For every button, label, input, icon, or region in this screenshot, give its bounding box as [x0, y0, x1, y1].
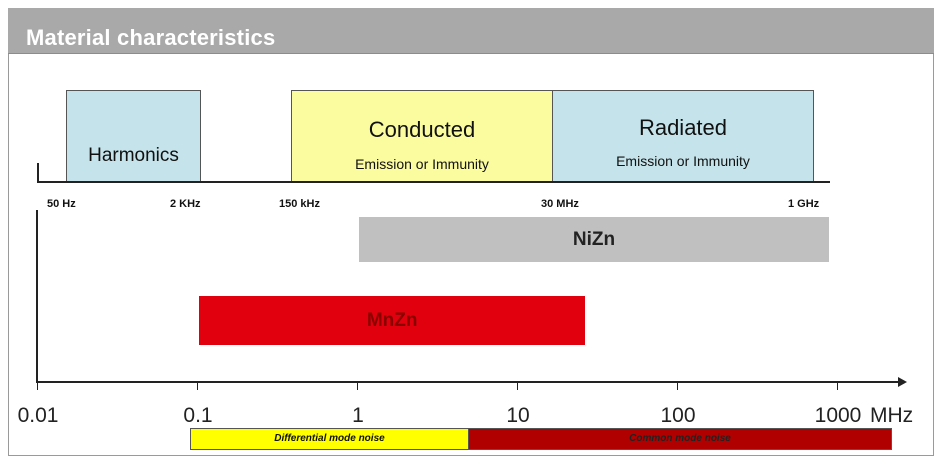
top-tick-label: 30 MHz [541, 198, 579, 210]
differential-noise-label: Differential mode noise [274, 433, 385, 444]
axis-tick-label: 0.1 [183, 404, 213, 427]
nizn-bar: NiZn [359, 217, 829, 262]
axis-tick [677, 381, 678, 390]
top-tick-label: 1 GHz [788, 198, 820, 210]
mnzn-label: MnZn [366, 310, 418, 331]
radiated-band: Radiated Emission or Immunity [552, 90, 814, 182]
top-frequency-axis [38, 181, 830, 183]
top-tick-label: 2 KHz [170, 198, 201, 210]
axis-tick-label: 1000 [814, 404, 862, 427]
top-tick-label: 150 kHz [279, 198, 320, 210]
top-axis-start-tick [37, 163, 39, 183]
axis-tick-label: 10 [506, 404, 530, 427]
axis-tick [517, 381, 518, 390]
common-noise-band: Common mode noise [468, 428, 892, 450]
axis-unit: MHz [870, 404, 914, 427]
harmonics-band: Harmonics [66, 90, 201, 182]
axis-tick [837, 381, 838, 390]
top-tick-label: 50 Hz [47, 198, 76, 210]
conducted-sublabel: Emission or Immunity [355, 156, 489, 172]
radiated-label: Radiated [638, 115, 728, 140]
mnzn-bar: MnZn [199, 296, 586, 345]
harmonics-label: Harmonics [88, 145, 179, 166]
left-axis-line [36, 210, 38, 382]
conducted-label: Conducted [368, 117, 476, 142]
nizn-label: NiZn [572, 229, 616, 250]
axis-tick-label: 100 [660, 404, 696, 427]
page-title: Material characteristics [26, 25, 276, 50]
axis-tick [37, 381, 38, 390]
axis-tick-label: 1 [352, 404, 364, 427]
radiated-sublabel: Emission or Immunity [616, 153, 750, 169]
axis-tick-label: 0.01 [17, 404, 59, 427]
title-bar: Material characteristics [8, 8, 934, 54]
differential-noise-band: Differential mode noise [190, 428, 469, 450]
axis-tick [197, 381, 198, 390]
conducted-band: Conducted Emission or Immunity [291, 90, 553, 182]
axis-arrow-icon [898, 377, 907, 387]
frequency-axis [36, 381, 900, 383]
axis-tick [357, 381, 358, 390]
common-noise-label: Common mode noise [629, 433, 731, 444]
